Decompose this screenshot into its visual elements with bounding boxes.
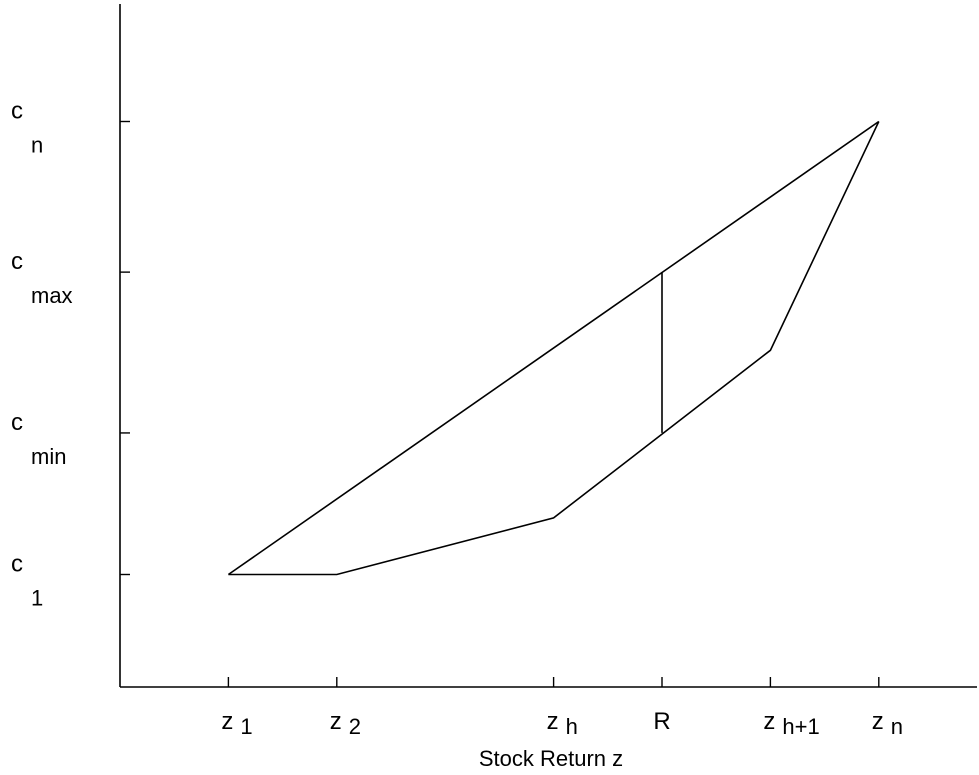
x-tick-label-zh1: z h+1 — [763, 708, 819, 739]
series-line-2 — [228, 121, 880, 576]
y-tick-label-sub-cmin: min — [31, 444, 66, 469]
x-tick-label-sub-z2: 2 — [349, 714, 361, 739]
y-tick-label-sub-cmax: max — [31, 283, 73, 308]
x-axis-title: Stock Return z — [479, 746, 623, 771]
x-tick-label-sub-zn: n — [891, 714, 903, 739]
y-tick-label-main-cmin: c — [11, 409, 23, 436]
y-tick-label-sub-cn: n — [31, 133, 43, 158]
y-tick-label-sub-c1: 1 — [31, 586, 43, 611]
series-group — [227, 120, 880, 576]
x-tick-label-main-zh1: z — [763, 708, 775, 735]
x-tick-label-sub-z1: 1 — [240, 714, 252, 739]
y-tick-label-main-c1: c — [11, 551, 23, 578]
x-tick-label-main-z1: z — [221, 708, 233, 735]
y-tick-label-main-cn: c — [11, 98, 23, 125]
x-tick-label-main-R: R — [653, 708, 670, 735]
y-tick-label-main-cmax: c — [11, 248, 23, 275]
x-tick-label-main-zh: z — [547, 708, 559, 735]
x-tick-label-sub-zh1: h+1 — [782, 714, 819, 739]
x-tick-label-main-z2: z — [330, 708, 342, 735]
series-line-1 — [227, 120, 880, 576]
x-tick-label-sub-zh: h — [566, 714, 578, 739]
x-tick-label-R: R — [653, 708, 670, 735]
x-tick-label-main-zn: z — [872, 708, 884, 735]
